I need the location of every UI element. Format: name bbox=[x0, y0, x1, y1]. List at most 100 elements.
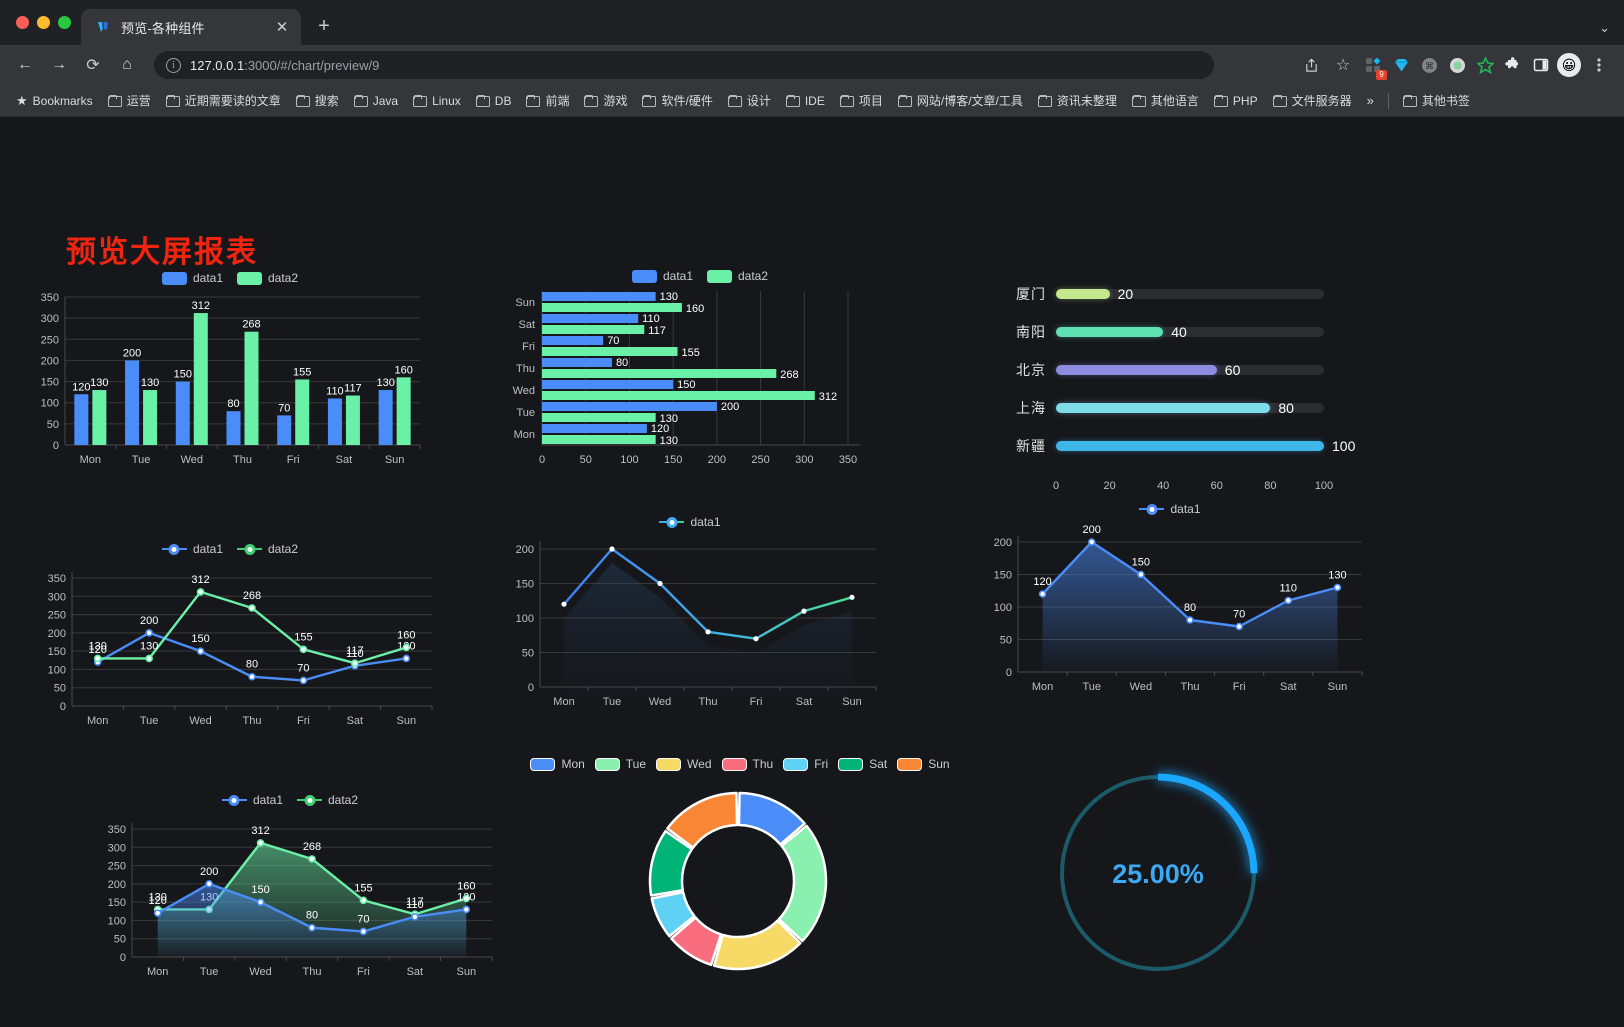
progress-value: 80 bbox=[1278, 400, 1294, 416]
bookmark-star-icon[interactable]: ☆ bbox=[1335, 57, 1351, 74]
svg-text:130: 130 bbox=[90, 377, 108, 389]
svg-text:110: 110 bbox=[1280, 583, 1298, 595]
legend-item-data1[interactable]: data1 bbox=[221, 793, 283, 807]
legend-item-data1[interactable]: data1 bbox=[631, 269, 693, 283]
svg-text:150: 150 bbox=[48, 646, 66, 658]
legend-line-two-series: data1 data2 bbox=[20, 542, 440, 556]
command-extension-icon[interactable]: ⌘ bbox=[1416, 52, 1442, 78]
star-icon: ★ bbox=[16, 92, 28, 108]
window-controls[interactable] bbox=[12, 0, 81, 45]
browser-menu-button[interactable] bbox=[1584, 50, 1614, 80]
extension-grid-icon[interactable]: 9 bbox=[1360, 52, 1387, 80]
bookmarks-label-item[interactable]: ★ Bookmarks bbox=[10, 90, 99, 112]
bookmark-folder[interactable]: 网站/博客/文章/工具 bbox=[892, 89, 1029, 112]
bookmark-folder[interactable]: 前端 bbox=[520, 89, 575, 112]
svg-text:70: 70 bbox=[607, 335, 619, 347]
legend-item-wed[interactable]: Wed bbox=[656, 757, 712, 771]
tab-strip: 预览-各种组件 ✕ + ⌄ bbox=[0, 0, 1624, 45]
address-bar[interactable]: i 127.0.0.1:3000/#/chart/preview/9 bbox=[154, 51, 1214, 79]
svg-text:Sat: Sat bbox=[518, 319, 535, 331]
legend-item-thu[interactable]: Thu bbox=[721, 757, 773, 771]
bookmark-label: 游戏 bbox=[603, 94, 628, 108]
share-icon[interactable] bbox=[1296, 50, 1326, 80]
bookmark-folder[interactable]: 近期需要读的文章 bbox=[160, 89, 287, 112]
legend-label: Tue bbox=[625, 757, 647, 771]
legend-item-sat[interactable]: Sat bbox=[838, 757, 887, 771]
sidepanel-icon[interactable] bbox=[1528, 52, 1554, 78]
legend-line-gradient: data1 bbox=[490, 515, 890, 529]
chevron-down-icon[interactable]: ⌄ bbox=[1599, 20, 1610, 35]
avatar[interactable]: 😀 bbox=[1556, 52, 1582, 78]
legend-item-data1[interactable]: data1 bbox=[161, 542, 223, 556]
bookmark-folder[interactable]: 资讯未整理 bbox=[1032, 89, 1123, 112]
svg-text:Tue: Tue bbox=[140, 715, 159, 727]
maximize-window-button[interactable] bbox=[58, 16, 71, 29]
reload-button[interactable]: ⟳ bbox=[86, 57, 100, 74]
legend-item-mon[interactable]: Mon bbox=[530, 757, 585, 771]
minimize-window-button[interactable] bbox=[37, 16, 50, 29]
folder-icon bbox=[413, 94, 428, 107]
home-button[interactable]: ⌂ bbox=[122, 56, 132, 73]
legend-item-fri[interactable]: Fri bbox=[783, 757, 828, 771]
svg-text:Mon: Mon bbox=[147, 966, 168, 978]
new-tab-button[interactable]: + bbox=[318, 14, 330, 37]
puzzle-extensions-icon[interactable] bbox=[1500, 52, 1526, 78]
legend-item-data2[interactable]: data2 bbox=[707, 269, 768, 283]
bookmark-folder[interactable]: 软件/硬件 bbox=[636, 89, 718, 112]
svg-text:150: 150 bbox=[108, 897, 126, 909]
legend-item-tue[interactable]: Tue bbox=[594, 757, 647, 771]
legend-item-data2[interactable]: data2 bbox=[237, 542, 298, 556]
svg-text:117: 117 bbox=[406, 896, 424, 908]
page-title: 预览大屏报表 bbox=[66, 235, 258, 270]
url-host: 127.0.0.1 bbox=[190, 57, 245, 73]
legend-item-data1[interactable]: data1 bbox=[1139, 502, 1201, 516]
bookmark-folder[interactable]: Java bbox=[348, 91, 404, 111]
bookmark-folder[interactable]: 游戏 bbox=[578, 89, 633, 112]
progress-fill bbox=[1056, 327, 1164, 337]
star-extension-icon[interactable] bbox=[1472, 52, 1498, 78]
diamond-extension-icon[interactable] bbox=[1388, 52, 1414, 78]
folder-icon bbox=[165, 94, 180, 107]
bookmark-folder[interactable]: PHP bbox=[1208, 91, 1264, 111]
svg-text:60: 60 bbox=[1211, 480, 1223, 492]
folder-icon bbox=[727, 94, 742, 107]
svg-text:350: 350 bbox=[839, 454, 857, 466]
close-tab-button[interactable]: ✕ bbox=[275, 19, 289, 36]
bookmark-label: 运营 bbox=[126, 94, 151, 108]
site-info-icon[interactable]: i bbox=[166, 57, 181, 73]
bookmark-folder[interactable]: 文件服务器 bbox=[1267, 89, 1358, 112]
legend-item-data2[interactable]: data2 bbox=[297, 793, 358, 807]
bookmark-folder[interactable]: 项目 bbox=[834, 89, 889, 112]
legend-item-data1[interactable]: data1 bbox=[659, 515, 721, 529]
area-single-plot: 0 50 100 150 200 Mon Tue Wed Thu Fri Sat Sun 120 200 1… bbox=[994, 524, 1363, 693]
browser-tab[interactable]: 预览-各种组件 ✕ bbox=[81, 9, 301, 45]
bookmark-folder[interactable]: 设计 bbox=[722, 89, 777, 112]
legend-item-data2[interactable]: data2 bbox=[237, 271, 298, 285]
svg-text:120: 120 bbox=[149, 895, 167, 907]
svg-text:Sat: Sat bbox=[407, 966, 424, 978]
bookmark-folder[interactable]: Linux bbox=[407, 91, 467, 111]
bookmark-folder[interactable]: DB bbox=[470, 91, 518, 111]
legend-item-data1[interactable]: data1 bbox=[161, 271, 223, 285]
close-window-button[interactable] bbox=[16, 16, 29, 29]
back-button[interactable]: ← bbox=[17, 56, 33, 73]
other-bookmarks-folder[interactable]: 其他书签 bbox=[1397, 89, 1476, 112]
progress-rows: 厦门 20 南阳 40 北京 60 上海 80 新疆 100 bbox=[1000, 275, 1380, 465]
bookmarks-overflow-button[interactable]: » bbox=[1366, 93, 1374, 108]
forward-button[interactable]: → bbox=[51, 56, 67, 73]
bookmark-folder[interactable]: IDE bbox=[780, 91, 831, 111]
svg-text:155: 155 bbox=[294, 631, 312, 643]
circle-extension-icon[interactable] bbox=[1444, 52, 1470, 78]
progress-value: 20 bbox=[1117, 286, 1134, 302]
bookmark-folder[interactable]: 其他语言 bbox=[1126, 89, 1205, 112]
svg-text:Thu: Thu bbox=[303, 966, 322, 978]
legend-item-sun[interactable]: Sun bbox=[897, 757, 950, 771]
svg-text:120: 120 bbox=[1033, 576, 1051, 588]
svg-text:50: 50 bbox=[114, 934, 126, 946]
bookmark-folder[interactable]: 运营 bbox=[102, 89, 157, 112]
svg-text:80: 80 bbox=[616, 357, 628, 369]
progress-track: 40 bbox=[1056, 324, 1324, 340]
bookmark-folder[interactable]: 搜索 bbox=[290, 89, 345, 112]
folder-icon bbox=[897, 94, 912, 107]
